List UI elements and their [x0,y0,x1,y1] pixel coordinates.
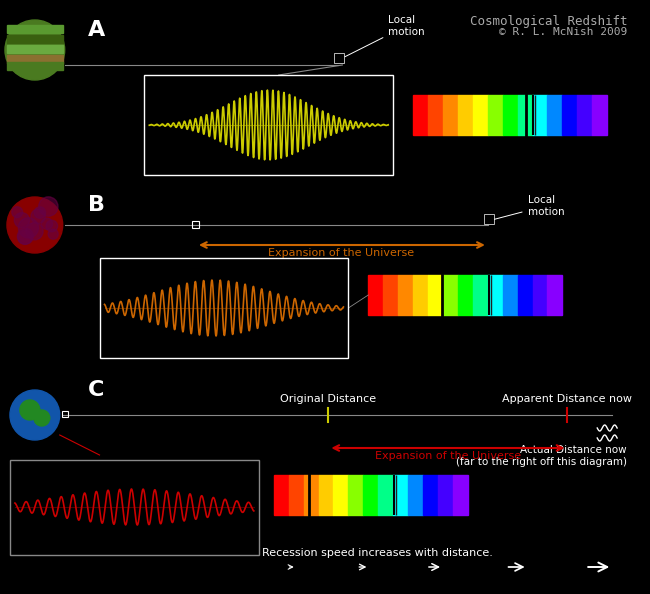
Bar [413,275,428,315]
Bar [10,460,259,555]
Text: Expansion of the Universe: Expansion of the Universe [375,451,521,461]
Circle shape [8,203,27,223]
Bar [532,95,547,135]
Text: A: A [88,20,105,40]
Bar [502,95,517,135]
Bar [443,95,458,135]
Bar [363,475,378,515]
Circle shape [20,400,40,420]
Bar [99,258,348,358]
Circle shape [38,213,54,229]
Text: C: C [88,380,104,400]
Bar [274,475,289,515]
Text: Actual Distance now
(far to the right off this diagram): Actual Distance now (far to the right of… [456,445,627,467]
Bar [473,95,488,135]
Circle shape [21,207,37,223]
Bar [488,275,502,315]
Text: Original Distance: Original Distance [280,394,376,404]
Text: © R. L. McNish 2009: © R. L. McNish 2009 [499,27,627,37]
Bar [408,475,423,515]
Circle shape [10,390,60,440]
Bar [384,275,398,315]
Circle shape [16,228,29,241]
Text: Cosmological Redshift: Cosmological Redshift [469,15,627,28]
Bar [488,95,502,135]
Bar [458,95,473,135]
Bar [144,75,393,175]
Bar [7,45,62,53]
Bar [502,275,517,315]
Bar [62,411,68,417]
Bar [7,35,62,43]
Bar [192,221,199,228]
Circle shape [7,197,62,253]
Bar [532,275,547,315]
Circle shape [23,232,44,254]
Bar [517,275,532,315]
Bar [423,475,438,515]
Bar [592,95,607,135]
Circle shape [12,204,26,218]
Text: B: B [88,195,105,215]
Text: Local
motion: Local motion [495,195,564,219]
Bar [413,95,428,135]
Bar [547,275,562,315]
Bar [562,95,577,135]
Bar [7,25,62,33]
Bar [348,475,363,515]
Bar [473,275,488,315]
Bar [369,275,383,315]
Bar [458,275,473,315]
Bar [438,475,453,515]
Text: Expansion of the Universe: Expansion of the Universe [268,248,415,258]
Circle shape [30,200,46,215]
Circle shape [21,227,38,244]
Bar [393,475,408,515]
Circle shape [34,410,50,426]
Bar [335,53,344,63]
Bar [378,475,393,515]
Bar [318,475,333,515]
Circle shape [5,20,65,80]
Circle shape [36,207,51,222]
Circle shape [22,198,40,216]
Text: Recession speed increases with distance.: Recession speed increases with distance. [262,548,493,558]
Bar [547,95,562,135]
Circle shape [14,223,31,238]
Bar [398,275,413,315]
Bar [517,95,532,135]
Text: Local
motion: Local motion [345,15,425,57]
Bar [333,475,348,515]
Bar [443,275,458,315]
Bar [428,95,443,135]
Bar [577,95,592,135]
Bar [7,55,62,63]
Bar [304,475,318,515]
Bar [453,475,468,515]
Bar [7,62,62,70]
Bar [428,275,443,315]
Bar [484,214,494,224]
Circle shape [6,198,27,219]
Bar [289,475,304,515]
Text: Apparent Distance now: Apparent Distance now [502,394,632,404]
